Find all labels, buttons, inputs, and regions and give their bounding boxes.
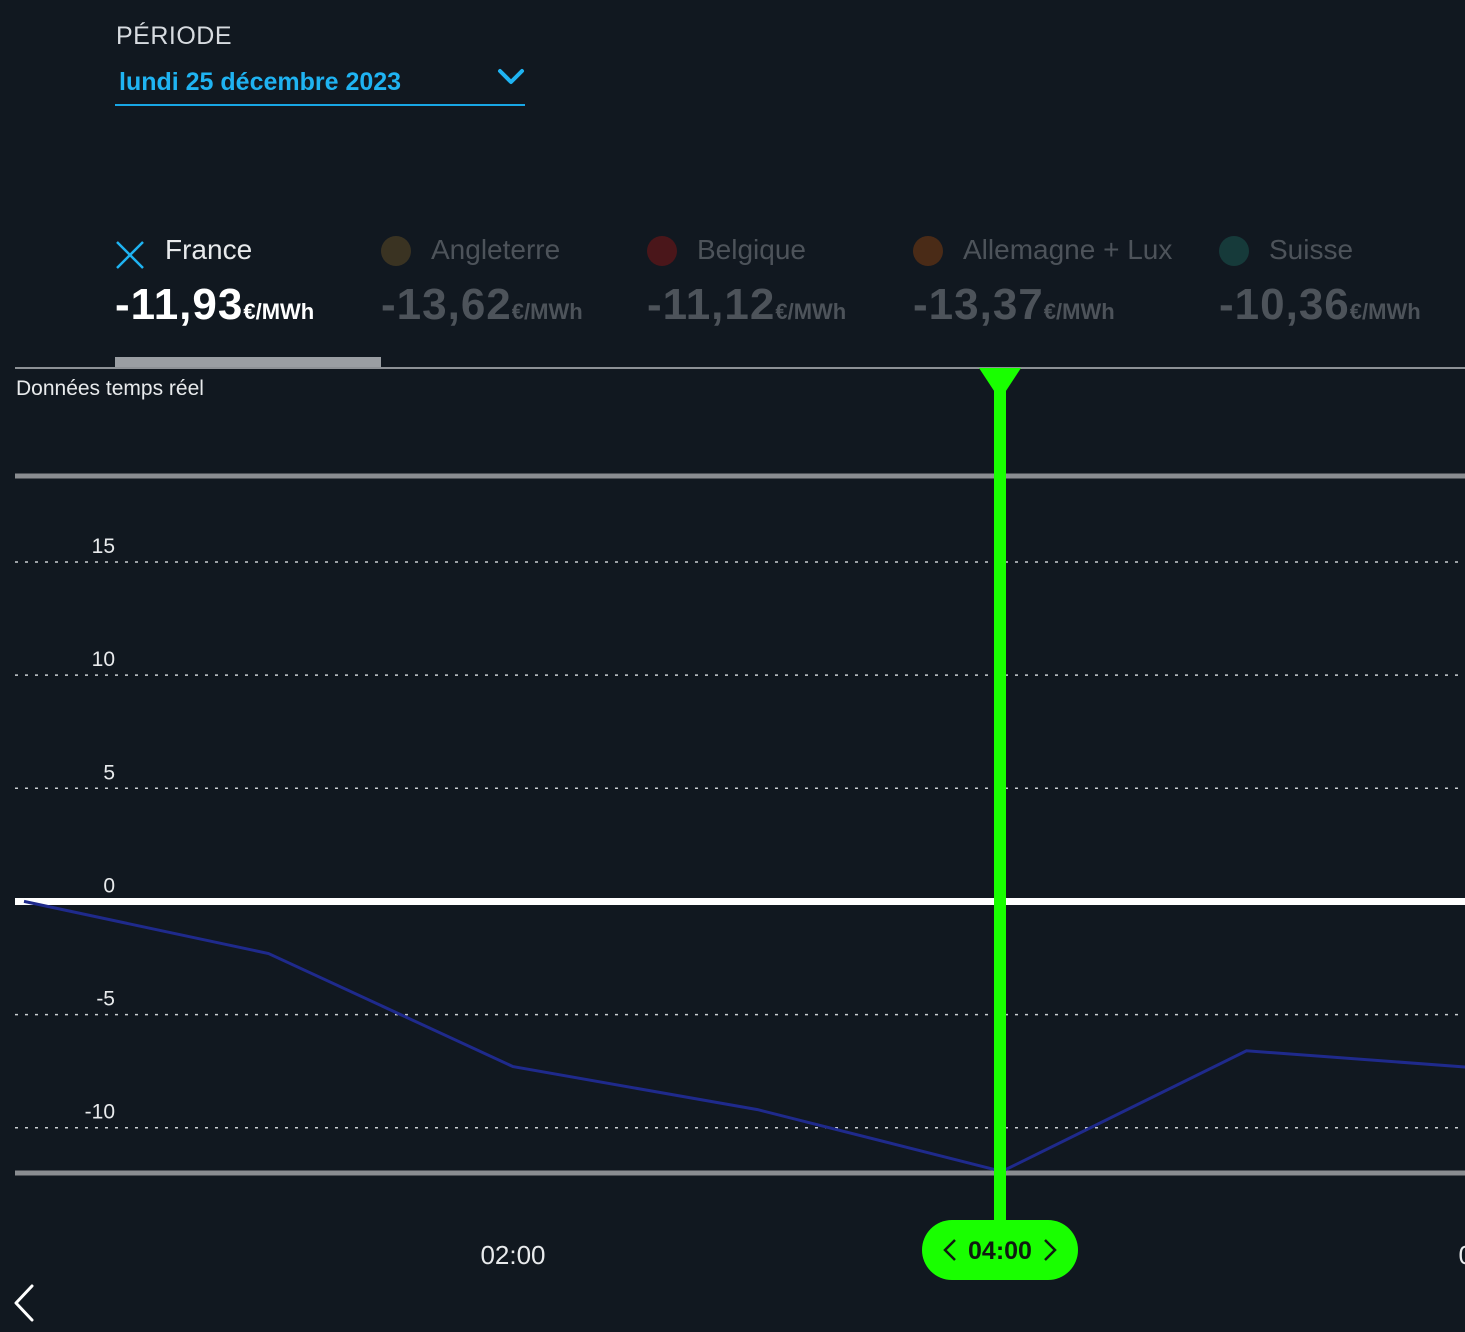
- tab-suisse[interactable]: Suisse -10,36€/MWh: [1219, 230, 1459, 368]
- time-cursor-line: [994, 380, 1006, 1225]
- y-tick-label: 0: [103, 874, 115, 897]
- tab-angleterre-unit: €/MWh: [511, 299, 583, 324]
- y-tick-label: 15: [92, 535, 115, 558]
- tab-belgique-label: Belgique: [697, 234, 806, 265]
- tab-suisse-unit: €/MWh: [1349, 299, 1421, 324]
- chevron-right-icon: [1044, 1239, 1057, 1261]
- tab-belgique-price: -11,12: [647, 280, 776, 329]
- tab-france[interactable]: France -11,93€/MWh: [115, 230, 381, 368]
- tab-allemagne-lux-value: -13,37€/MWh: [913, 280, 1115, 330]
- period-label: PÉRIODE: [116, 22, 233, 50]
- tab-suisse-label: Suisse: [1269, 234, 1354, 265]
- tabs-divider: [15, 367, 1465, 369]
- period-value: lundi 25 décembre 2023: [119, 68, 402, 96]
- allemagne-lux-dot: [913, 236, 943, 266]
- tab-angleterre-value: -13,62€/MWh: [381, 280, 583, 330]
- tab-allemagne-lux-label: Allemagne + Lux: [963, 234, 1173, 265]
- tab-suisse-value: -10,36€/MWh: [1219, 280, 1421, 330]
- tab-belgique-unit: €/MWh: [775, 299, 847, 324]
- chevron-left-icon: [943, 1239, 956, 1261]
- tab-france-unit: €/MWh: [243, 299, 315, 324]
- time-cursor-handle[interactable]: [922, 1220, 1078, 1280]
- tab-angleterre[interactable]: Angleterre -13,62€/MWh: [381, 230, 647, 368]
- tab-allemagne-lux-unit: €/MWh: [1043, 299, 1115, 324]
- tab-france-label: France: [165, 234, 253, 265]
- chevron-down-icon: [498, 69, 524, 84]
- tab-allemagne-lux-price: -13,37: [913, 280, 1044, 329]
- series-line-france: [23, 899, 1465, 1173]
- tab-belgique[interactable]: Belgique -11,12€/MWh: [647, 230, 913, 368]
- country-tabs: France -11,93€/MWh Angleterre -13,62€/MW…: [0, 230, 1465, 370]
- tab-belgique-value: -11,12€/MWh: [647, 280, 846, 330]
- belgique-dot: [647, 236, 677, 266]
- angleterre-dot: [381, 236, 411, 266]
- realtime-label: Données temps réel: [16, 377, 204, 400]
- tab-france-value: -11,93€/MWh: [115, 280, 314, 330]
- tab-france-price: -11,93: [115, 280, 244, 329]
- y-tick-label: 5: [103, 761, 115, 784]
- suisse-dot: [1219, 236, 1249, 266]
- tab-suisse-price: -10,36: [1219, 280, 1350, 329]
- time-cursor-label: 04:00: [968, 1237, 1032, 1265]
- x-tick-label: 06:00: [1458, 1240, 1465, 1270]
- cursor-arrow-icon: [979, 368, 1021, 400]
- tab-angleterre-label: Angleterre: [431, 234, 561, 265]
- y-tick-label: -10: [85, 1101, 115, 1124]
- y-tick-label: 10: [92, 648, 115, 671]
- y-tick-label: -5: [96, 988, 115, 1011]
- close-icon[interactable]: [115, 240, 145, 270]
- x-tick-label: 02:00: [480, 1240, 545, 1270]
- tab-allemagne-lux[interactable]: Allemagne + Lux -13,37€/MWh: [913, 230, 1213, 368]
- tab-angleterre-price: -13,62: [381, 280, 512, 329]
- active-tab-indicator: [115, 357, 381, 367]
- period-select[interactable]: lundi 25 décembre 2023: [115, 62, 525, 106]
- chevron-left-icon[interactable]: [8, 1282, 44, 1324]
